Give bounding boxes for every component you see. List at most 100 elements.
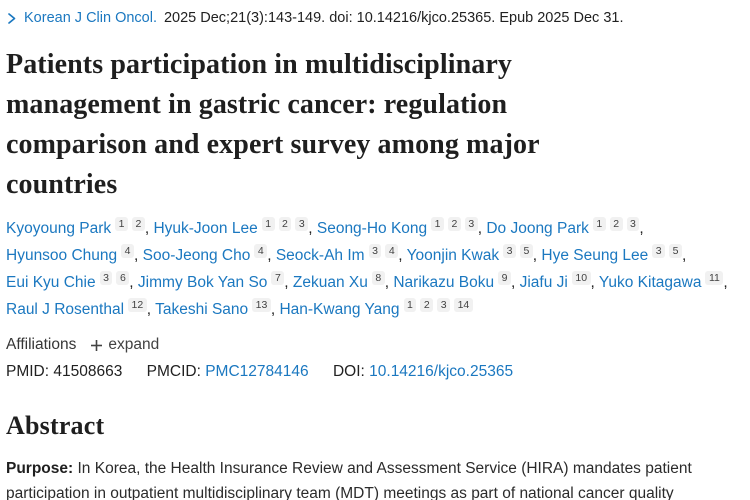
author-link[interactable]: Soo-Jeong Cho <box>142 247 251 264</box>
journal-link[interactable]: Korean J Clin Oncol. <box>24 10 157 26</box>
doi-label: DOI: <box>332 363 365 380</box>
author-link[interactable]: Jimmy Bok Yan So <box>137 274 268 291</box>
author-separator: , <box>532 247 542 264</box>
abstract-purpose-paragraph: Purpose: In Korea, the Health Insurance … <box>6 456 732 500</box>
author-link[interactable]: Kyoyoung Park <box>6 220 112 237</box>
purpose-label: Purpose: <box>6 460 74 477</box>
author-separator: , <box>267 247 276 264</box>
expand-label: expand <box>108 336 160 353</box>
affiliation-superscript[interactable]: 1 <box>592 217 606 231</box>
author-link[interactable]: Hye Seung Lee <box>541 247 649 264</box>
affiliation-superscript[interactable]: 6 <box>116 271 130 285</box>
affiliation-superscript[interactable]: 3 <box>295 217 309 231</box>
doi-group: DOI: 10.14216/kjco.25365 <box>333 363 513 380</box>
affiliation-superscript[interactable]: 8 <box>371 271 385 285</box>
author-separator: , <box>284 274 293 291</box>
author-unit: Jiafu Ji 10 <box>519 271 591 291</box>
affiliation-superscript[interactable]: 4 <box>385 244 399 258</box>
doi-link[interactable]: 10.14216/kjco.25365 <box>369 363 514 380</box>
author-link[interactable]: Zekuan Xu <box>292 274 368 291</box>
affiliation-superscript[interactable]: 1 <box>403 298 417 312</box>
affiliation-superscript[interactable]: 3 <box>437 298 451 312</box>
author-separator: , <box>639 220 644 237</box>
affiliation-superscript[interactable]: 4 <box>121 244 135 258</box>
affiliation-superscript[interactable]: 9 <box>498 271 511 285</box>
author-link[interactable]: Do Joong Park <box>486 220 589 237</box>
affiliation-superscript[interactable]: 2 <box>609 217 623 231</box>
author-link[interactable]: Jiafu Ji <box>519 274 568 291</box>
author-link[interactable]: Takeshi Sano <box>155 301 249 318</box>
affiliation-superscript[interactable]: 4 <box>254 244 268 258</box>
author-link[interactable]: Eui Kyu Chie <box>6 274 96 291</box>
affiliation-superscript[interactable]: 10 <box>571 271 591 285</box>
expand-affiliations-button[interactable]: expand <box>90 336 159 354</box>
pmcid-label: PMCID: <box>146 363 201 380</box>
author-unit: Do Joong Park 1 2 3 <box>486 217 640 237</box>
affiliation-superscript[interactable]: 2 <box>278 217 292 231</box>
author-unit: Raul J Rosenthal 12 <box>6 298 147 318</box>
affiliation-superscript[interactable]: 11 <box>705 271 724 285</box>
pmcid-group: PMCID: PMC12784146 <box>147 363 309 380</box>
author-separator: , <box>129 274 138 291</box>
journal-citation-bar: Korean J Clin Oncol. 2025 Dec;21(3):143-… <box>6 8 740 28</box>
affiliation-superscript[interactable]: 3 <box>652 244 666 258</box>
author-unit: Yoonjin Kwak 3 5 <box>406 244 533 264</box>
affiliation-superscript[interactable]: 3 <box>503 244 516 258</box>
affiliations-row: Affiliations expand <box>6 336 740 354</box>
pmcid-link[interactable]: PMC12784146 <box>205 363 309 380</box>
author-link[interactable]: Seong-Ho Kong <box>316 220 428 237</box>
author-separator: , <box>134 247 143 264</box>
affiliation-superscript[interactable]: 1 <box>261 217 275 231</box>
affiliation-superscript[interactable]: 13 <box>252 298 271 312</box>
pmid-group: PMID: 41508663 <box>6 363 122 380</box>
author-link[interactable]: Yoonjin Kwak <box>406 247 500 264</box>
author-link[interactable]: Han-Kwang Yang <box>279 301 400 318</box>
affiliation-superscript[interactable]: 2 <box>131 217 145 231</box>
author-unit: Hye Seung Lee 3 5 <box>541 244 682 264</box>
pmid-value: 41508663 <box>53 363 123 380</box>
author-separator: , <box>146 301 156 318</box>
purpose-text: In Korea, the Health Insurance Review an… <box>6 460 692 500</box>
author-separator: , <box>270 301 280 318</box>
authors-list: Kyoyoung Park 1 2, Hyuk-Joon Lee 1 2 3, Seong… <box>6 215 732 323</box>
author-unit: Jimmy Bok Yan So 7 <box>137 271 285 291</box>
author-link[interactable]: Raul J Rosenthal <box>6 301 125 318</box>
author-separator: , <box>681 247 687 264</box>
affiliation-superscript[interactable]: 2 <box>420 298 434 312</box>
plus-icon <box>90 339 103 352</box>
author-link[interactable]: Seock-Ah Im <box>275 247 365 264</box>
citation-details: 2025 Dec;21(3):143-149. doi: 10.14216/kj… <box>163 10 624 26</box>
affiliation-superscript[interactable]: 7 <box>271 271 285 285</box>
author-separator: , <box>723 274 728 291</box>
author-unit: Soo-Jeong Cho 4 <box>142 244 268 264</box>
author-link[interactable]: Yuko Kitagawa <box>598 274 702 291</box>
affiliation-superscript[interactable]: 14 <box>454 298 473 312</box>
affiliation-superscript[interactable]: 3 <box>99 271 113 285</box>
author-link[interactable]: Hyunsoo Chung <box>6 247 118 264</box>
affiliation-superscript[interactable]: 3 <box>464 217 478 231</box>
article-page: Korean J Clin Oncol. 2025 Dec;21(3):143-… <box>6 8 740 500</box>
affiliation-superscript[interactable]: 5 <box>669 244 682 258</box>
affiliation-superscript[interactable]: 2 <box>448 217 461 231</box>
affiliation-superscript[interactable]: 1 <box>115 217 128 231</box>
author-unit: Takeshi Sano 13 <box>155 298 271 318</box>
chevron-right-icon[interactable] <box>6 12 17 25</box>
affiliations-label: Affiliations <box>6 336 77 353</box>
author-separator: , <box>510 274 520 291</box>
affiliation-superscript[interactable]: 3 <box>368 244 382 258</box>
author-unit: Hyunsoo Chung 4 <box>6 244 135 264</box>
pmid-label: PMID: <box>6 363 50 380</box>
author-unit: Seong-Ho Kong 1 2 3 <box>316 217 478 237</box>
author-separator: , <box>590 274 599 291</box>
author-unit: Kyoyoung Park 1 2 <box>6 217 145 237</box>
author-link[interactable]: Hyuk-Joon Lee <box>153 220 258 237</box>
author-unit: Hyuk-Joon Lee 1 2 3 <box>153 217 309 237</box>
affiliation-superscript[interactable]: 3 <box>626 217 640 231</box>
affiliation-superscript[interactable]: 12 <box>128 298 147 312</box>
author-link[interactable]: Narikazu Boku <box>393 274 495 291</box>
author-unit: Yuko Kitagawa 11 <box>598 271 724 291</box>
affiliation-superscript[interactable]: 1 <box>431 217 445 231</box>
affiliation-superscript[interactable]: 5 <box>519 244 533 258</box>
identifiers-row: PMID: 41508663 PMCID: PMC12784146 DOI: 1… <box>6 363 740 381</box>
author-unit: Han-Kwang Yang 1 2 3 14 <box>279 298 473 318</box>
